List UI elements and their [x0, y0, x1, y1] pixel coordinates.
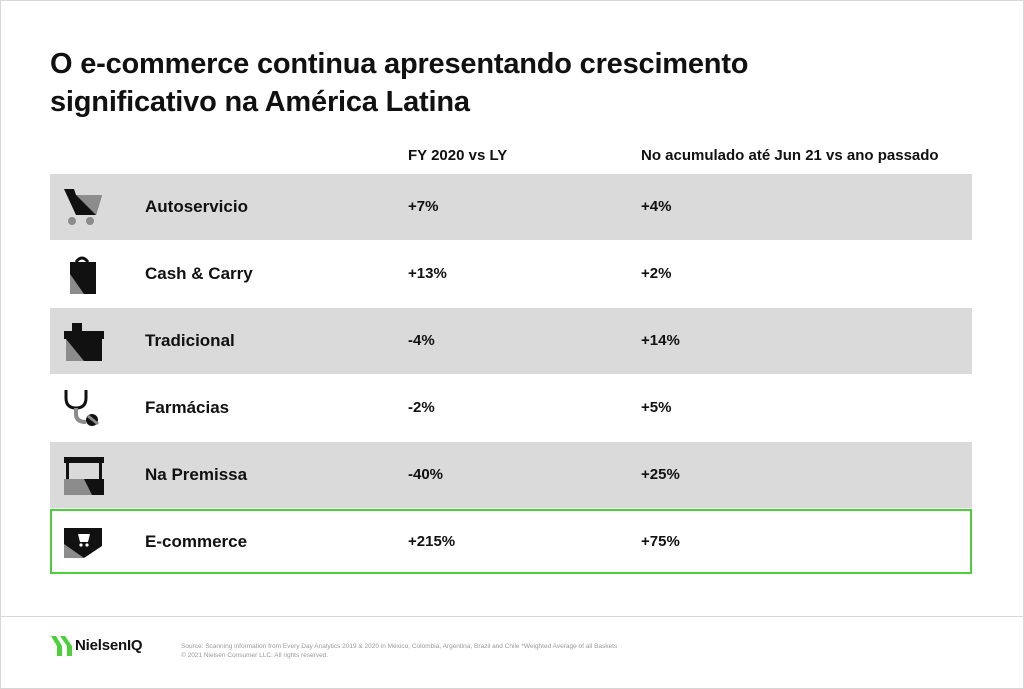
- fy-value: -4%: [408, 332, 435, 349]
- table-row: Autoservicio +7% +4%: [50, 174, 972, 240]
- channel-label: Na Premissa: [145, 465, 248, 484]
- table-row: Na Premissa -40% +25%: [50, 442, 972, 508]
- ytd-value: +14%: [641, 332, 680, 349]
- footer-divider: [1, 616, 1024, 617]
- laptop-cart-icon: [62, 522, 104, 562]
- cart-icon: [62, 187, 104, 227]
- brand-name: NielsenIQ: [75, 637, 143, 654]
- store-icon: [62, 321, 104, 361]
- table-row-highlighted: E-commerce +215% +75%: [50, 509, 972, 574]
- fy-value: +215%: [408, 533, 456, 550]
- channel-label: Tradicional: [145, 331, 235, 350]
- fy-value: -2%: [408, 399, 435, 416]
- ytd-value: +25%: [641, 466, 680, 483]
- bar-counter-icon: [62, 455, 104, 495]
- source-line-1: Source: Scanning information from Every …: [181, 643, 618, 650]
- fy-value: +13%: [408, 265, 447, 282]
- table-row: Cash & Carry +13% +2%: [50, 241, 972, 307]
- channel-label: Autoservicio: [145, 197, 248, 216]
- fy-value: -40%: [408, 466, 444, 483]
- page-title: O e-commerce continua apresentando cresc…: [50, 45, 950, 121]
- source-line-2: © 2021 Nielsen Consumer LLC. All rights …: [181, 652, 329, 659]
- column-header-ytd: No acumulado até Jun 21 vs ano passado: [641, 147, 939, 164]
- column-header-fy: FY 2020 vs LY: [408, 147, 508, 164]
- ytd-value: +75%: [641, 533, 680, 550]
- channel-label: Farmácias: [145, 398, 230, 417]
- fy-value: +7%: [408, 198, 439, 215]
- table-row: Farmácias -2% +5%: [50, 375, 972, 441]
- nielseniq-logo: NielsenIQ: [51, 634, 171, 660]
- ytd-value: +5%: [641, 399, 672, 416]
- page-title-line-1: O e-commerce continua apresentando cresc…: [50, 48, 749, 80]
- bag-icon: [62, 254, 104, 294]
- stethoscope-icon: [62, 388, 104, 428]
- channel-table: Autoservicio +7% +4% Cash & Carry +13% +…: [50, 174, 972, 575]
- page-title-line-2: significativo na América Latina: [50, 86, 470, 118]
- table-row: Tradicional -4% +14%: [50, 308, 972, 374]
- source-note: Source: Scanning information from Every …: [181, 642, 781, 660]
- ytd-value: +4%: [641, 198, 672, 215]
- channel-label: Cash & Carry: [145, 264, 253, 283]
- ytd-value: +2%: [641, 265, 672, 282]
- nielseniq-mark-icon: [51, 636, 72, 656]
- channel-label: E-commerce: [145, 532, 248, 551]
